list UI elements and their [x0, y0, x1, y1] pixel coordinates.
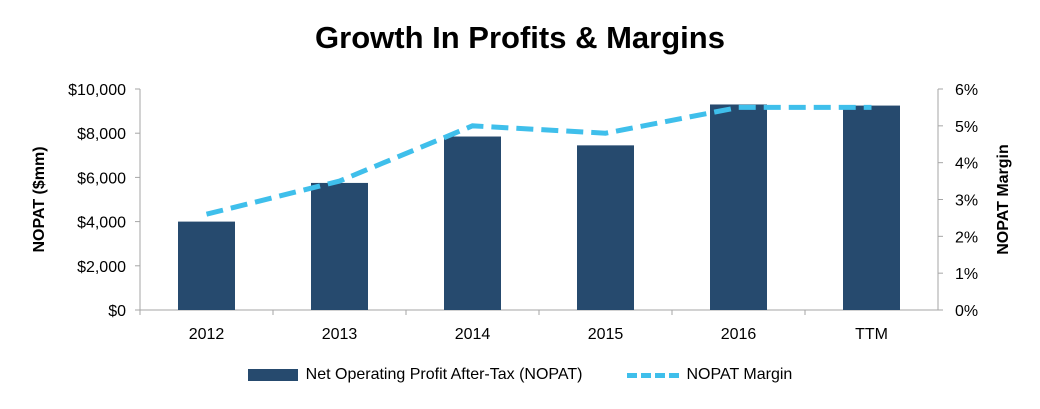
y2-tick-label: 4%	[955, 156, 978, 173]
x-tick-label: 2012	[189, 326, 225, 343]
bar	[843, 105, 900, 310]
legend-item-nopat: Net Operating Profit After-Tax (NOPAT)	[247, 366, 583, 384]
legend: Net Operating Profit After-Tax (NOPAT) N…	[0, 366, 1040, 384]
bar	[444, 136, 501, 310]
legend-label-nopat: Net Operating Profit After-Tax (NOPAT)	[305, 366, 583, 383]
y2-tick-label: 6%	[955, 82, 978, 99]
chart-plot: $0 $2,000 $4,000 $6,000 $8,000 $10,000 0% 1% 2% 3…	[31, 82, 1012, 343]
y-axis-title: NOPAT ($mm)	[31, 146, 48, 252]
legend-swatch-line	[626, 372, 679, 378]
legend-label-margin: NOPAT Margin	[686, 366, 793, 383]
margin-line	[205, 104, 872, 217]
y-tick-label: $8,000	[77, 126, 126, 143]
chart-title: Growth In Profits & Margins	[315, 20, 725, 55]
bar	[178, 221, 235, 310]
legend-swatch-bar	[247, 369, 298, 381]
bar	[710, 104, 767, 310]
y-tick-label: $0	[108, 303, 126, 320]
y-tick-label: $6,000	[77, 170, 126, 187]
x-tick-label: 2013	[322, 326, 358, 343]
x-tick-label: 2016	[721, 326, 757, 343]
y2-axis-title: NOPAT Margin	[995, 144, 1012, 255]
bar	[311, 182, 368, 310]
x-tick-label: TTM	[855, 326, 888, 343]
y-tick-label: $2,000	[77, 259, 126, 276]
y2-tick-label: 0%	[955, 303, 978, 320]
x-tick-label: 2014	[455, 326, 491, 343]
x-tick-label: 2015	[588, 326, 624, 343]
bar	[577, 145, 634, 310]
y2-tick-label: 3%	[955, 193, 978, 210]
y2-tick-label: 2%	[955, 229, 978, 246]
legend-item-margin: NOPAT Margin	[626, 366, 793, 384]
y2-tick-label: 5%	[955, 119, 978, 136]
y-tick-label: $10,000	[68, 82, 126, 99]
y2-tick-label: 1%	[955, 266, 978, 283]
y-tick-label: $4,000	[77, 215, 126, 232]
